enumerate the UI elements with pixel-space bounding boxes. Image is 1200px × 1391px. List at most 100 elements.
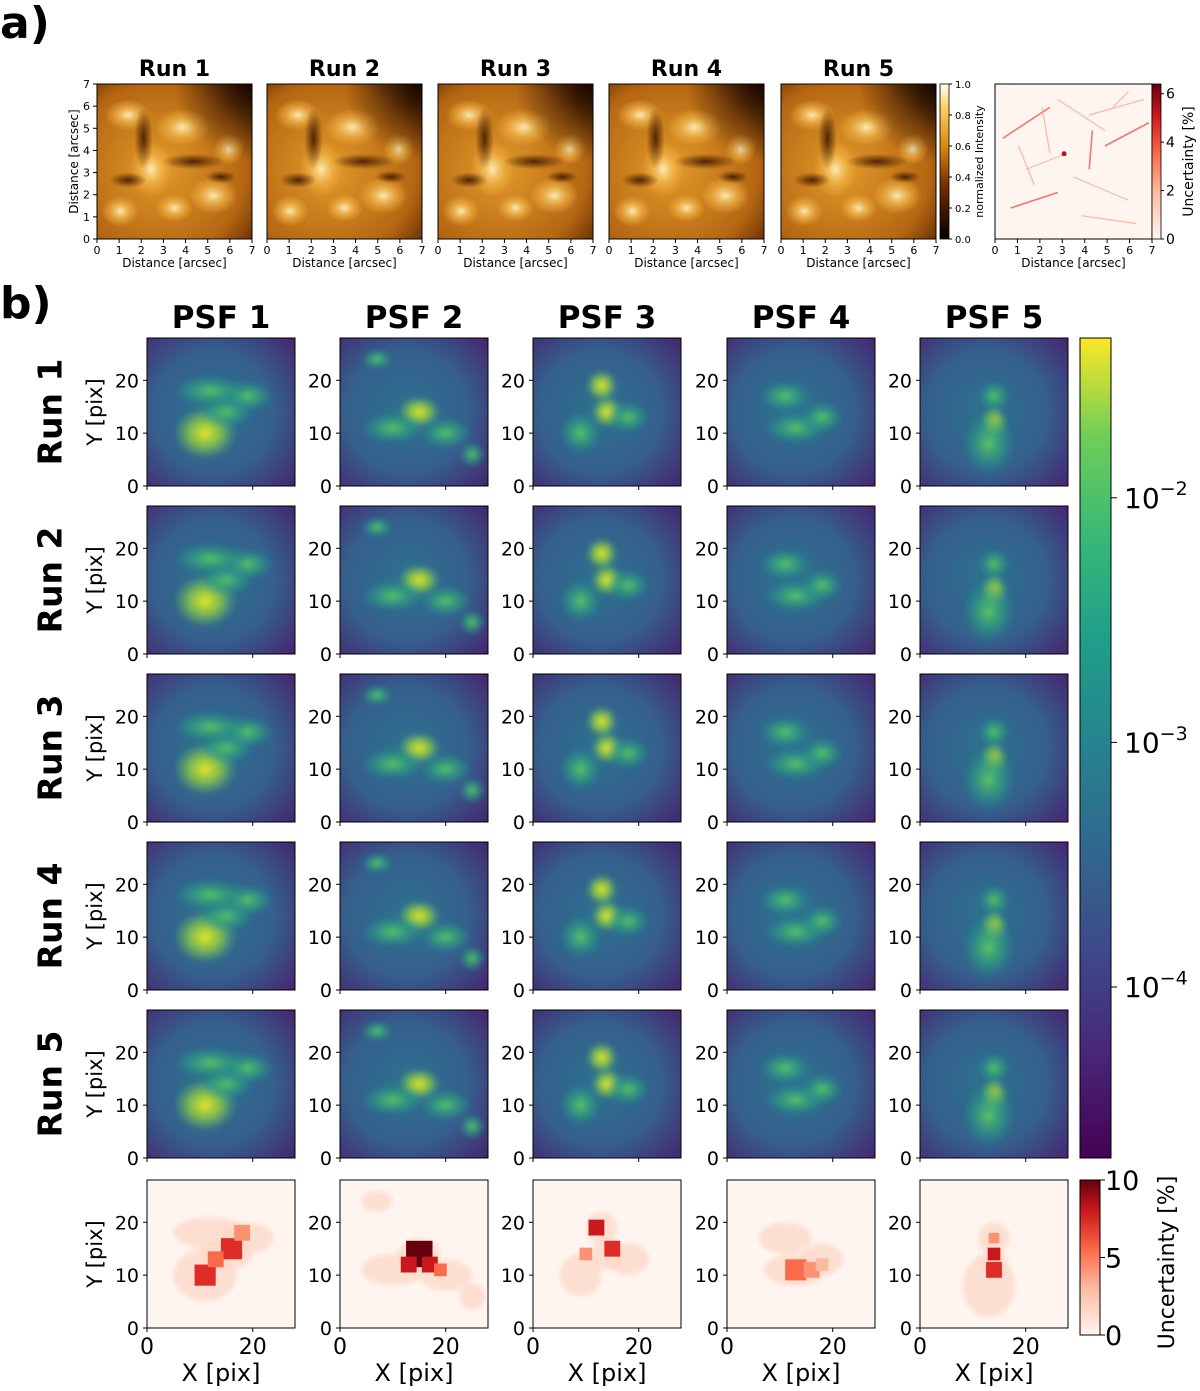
y-tick-label: 0 bbox=[707, 812, 719, 834]
psf-background bbox=[727, 338, 875, 486]
colorbar-tick-label: 10−2 bbox=[1124, 478, 1188, 515]
uncertainty-pixel bbox=[988, 1232, 1000, 1244]
uncertainty-streak bbox=[1104, 122, 1150, 147]
y-axis-label: Y [pix] bbox=[83, 1220, 107, 1288]
psf-lobe-0 bbox=[585, 705, 618, 738]
uncertainty-streak bbox=[1073, 176, 1129, 201]
x-tick-label: 1 bbox=[116, 244, 123, 257]
run-title: Run 2 bbox=[309, 57, 380, 82]
y-tick-label: 10 bbox=[888, 927, 912, 949]
psf-frame bbox=[726, 841, 876, 991]
x-tick-label: 1 bbox=[628, 244, 635, 257]
uncertainty-streak bbox=[1002, 106, 1051, 139]
dark-corner bbox=[781, 84, 936, 239]
y-tick-label: 20 bbox=[308, 538, 332, 560]
y-tick-label: 20 bbox=[115, 706, 139, 728]
x-tick-label: 1 bbox=[286, 244, 293, 257]
x-axis-label: X [pix] bbox=[955, 1359, 1034, 1387]
row-title-1: Run 1 bbox=[31, 359, 70, 466]
x-tick-label: 2 bbox=[1036, 244, 1043, 257]
image-frame bbox=[780, 83, 937, 240]
psf-lobe-1 bbox=[978, 380, 1010, 412]
x-tick-label: 20 bbox=[432, 1335, 460, 1360]
x-tick-label: 4 bbox=[866, 244, 873, 257]
y-axis-label: Distance [arcsec] bbox=[67, 109, 81, 214]
y-tick-label: 6 bbox=[83, 100, 90, 113]
colorbar-tick-label: 0.2 bbox=[955, 204, 971, 215]
psf-lobe-0 bbox=[585, 873, 618, 906]
y-tick-label: 10 bbox=[501, 423, 525, 445]
psf-lobe-3 bbox=[458, 777, 486, 804]
psf-lobe-3 bbox=[173, 711, 248, 743]
y-tick-label: 20 bbox=[888, 874, 912, 896]
x-tick-label: 3 bbox=[160, 244, 167, 257]
x-tick-label: 6 bbox=[1126, 244, 1133, 257]
psf-lobe-4 bbox=[361, 1020, 393, 1042]
y-tick-label: 0 bbox=[900, 476, 912, 498]
intensity-colorbar-label: normalized Intensity bbox=[973, 105, 986, 218]
psf-lobe-1 bbox=[801, 401, 844, 434]
uncertainty-pixel bbox=[434, 1263, 447, 1277]
psf-lobe-0 bbox=[585, 537, 618, 570]
y-tick-label: 0 bbox=[707, 644, 719, 666]
psf-frame bbox=[532, 673, 682, 823]
y-axis-label: Y [pix] bbox=[83, 546, 107, 614]
psf-structure bbox=[962, 884, 1016, 980]
colorbar-tick-label: 6 bbox=[1166, 87, 1175, 103]
x-tick-label: 1 bbox=[800, 244, 807, 257]
colorbar-tick-label: 10−4 bbox=[1124, 967, 1188, 1004]
psf-frame bbox=[919, 841, 1069, 991]
psf-image-r3-c2: 0 10 20 bbox=[308, 673, 489, 834]
psf-frame bbox=[532, 337, 682, 487]
uncertainty-halo bbox=[361, 1190, 393, 1212]
psf-image-r2-c5: 0 10 20 bbox=[888, 505, 1069, 666]
x-tick-label: 6 bbox=[226, 244, 233, 257]
run-image-4: Run 4 0 1 2 3 4 5 6 7 Distance [arcsec] bbox=[606, 57, 768, 270]
x-axis-label: Distance [arcsec] bbox=[1021, 256, 1126, 270]
y-tick-label: 7 bbox=[83, 78, 90, 91]
y-tick-label: 10 bbox=[115, 927, 139, 949]
psf-image-r1-c3: 0 10 20 bbox=[501, 337, 682, 498]
psf-frame bbox=[726, 1009, 876, 1159]
x-axis-label: Distance [arcsec] bbox=[292, 256, 397, 270]
psf-lobe-2 bbox=[758, 716, 812, 749]
y-tick-label: 20 bbox=[695, 1212, 719, 1234]
y-tick-label: 20 bbox=[501, 538, 525, 560]
run-image-5: Run 5 0 1 2 3 4 5 6 7 Distance [arcsec] bbox=[778, 57, 940, 270]
psf-frame bbox=[146, 505, 296, 655]
psf-image-r5-c3: 0 10 20 bbox=[501, 1009, 682, 1170]
x-tick-label: 5 bbox=[1104, 244, 1111, 257]
psf-image-r5-c5: 0 10 20 bbox=[888, 1009, 1069, 1170]
psf-image-r1-c5: 0 10 20 bbox=[888, 337, 1069, 498]
uncertainty-pixel bbox=[579, 1247, 593, 1261]
x-tick-label: 5 bbox=[716, 244, 723, 257]
uncertainty-streak bbox=[1112, 91, 1129, 108]
colorbar-tick-label: 0.6 bbox=[955, 142, 971, 153]
y-tick-label: 4 bbox=[83, 144, 90, 157]
uncertainty-streak bbox=[1041, 107, 1051, 154]
psf-image-r5-c4: 0 10 20 bbox=[695, 1009, 876, 1170]
x-tick-label: 3 bbox=[501, 244, 508, 257]
y-tick-label: 0 bbox=[127, 644, 139, 666]
psf-structure bbox=[173, 543, 274, 628]
y-tick-label: 20 bbox=[115, 538, 139, 560]
uncertainty-pixel bbox=[815, 1258, 829, 1271]
psf-image-r4-c2: 0 10 20 bbox=[308, 841, 489, 1002]
psf-lobe-1 bbox=[801, 569, 844, 602]
y-tick-label: 0 bbox=[127, 1318, 139, 1340]
colorbar-tick-label: 0.8 bbox=[955, 111, 971, 122]
x-tick-label: 0 bbox=[913, 1335, 927, 1360]
psf-lobe-3 bbox=[173, 1047, 248, 1079]
uncertainty-halo bbox=[458, 1283, 486, 1310]
x-tick-label: 4 bbox=[182, 244, 189, 257]
x-tick-label: 2 bbox=[650, 244, 657, 257]
y-tick-label: 0 bbox=[900, 980, 912, 1002]
psf-image-r2-c1: 0 10 20 bbox=[115, 505, 296, 666]
y-tick-label: 10 bbox=[115, 423, 139, 445]
y-tick-label: 10 bbox=[888, 423, 912, 445]
psf-structure bbox=[559, 537, 650, 623]
uncertainty-pixel bbox=[987, 1247, 1001, 1261]
dark-corner bbox=[438, 84, 593, 239]
